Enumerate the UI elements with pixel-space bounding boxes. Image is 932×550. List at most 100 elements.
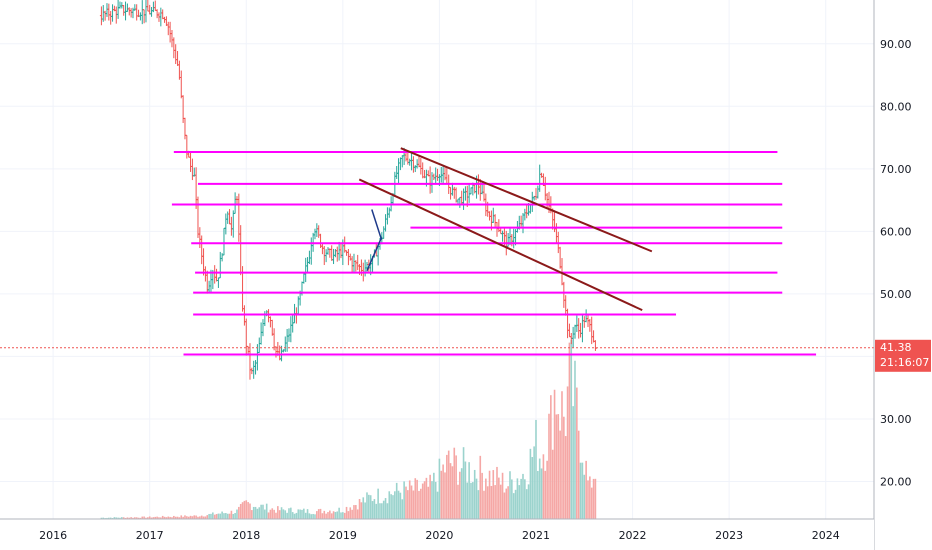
- volume-bar: [301, 509, 303, 519]
- y-tick-label: 70.00: [880, 163, 912, 176]
- volume-bar: [277, 506, 279, 519]
- volume-bar: [262, 504, 264, 519]
- volume-bar: [316, 511, 318, 519]
- volume-bar: [514, 489, 517, 519]
- volume-bar: [460, 468, 463, 519]
- volume-bar: [271, 508, 274, 519]
- volume-bar: [561, 391, 563, 519]
- volume-bar: [397, 490, 400, 519]
- volume-bar: [139, 517, 142, 519]
- volume-bar: [353, 505, 355, 519]
- x-tick-label: 2019: [329, 529, 357, 542]
- volume-bar: [405, 486, 407, 519]
- volume-bar: [334, 512, 337, 519]
- volume-bar: [581, 462, 584, 519]
- volume-bar: [265, 503, 268, 519]
- volume-bar: [193, 515, 196, 519]
- volume-bar: [143, 516, 145, 519]
- volume-bar: [295, 512, 298, 519]
- y-tick-label: 90.00: [880, 38, 912, 51]
- countdown-label: 21:16:07: [880, 356, 929, 369]
- x-tick-label: 2022: [619, 529, 647, 542]
- last-price-label: 41.38: [880, 341, 912, 354]
- volume-bar: [403, 481, 405, 519]
- x-tick-label: 2018: [232, 529, 260, 542]
- volume-bar: [364, 502, 366, 519]
- volume-bar: [100, 517, 103, 519]
- volume-bar: [329, 510, 331, 519]
- volume-bar: [499, 484, 502, 519]
- volume-bar: [416, 479, 418, 519]
- volume-bar: [332, 511, 335, 519]
- volume-bar: [414, 478, 417, 519]
- volume-bar: [564, 436, 567, 519]
- volume-bar: [303, 508, 305, 519]
- price-bars: [99, 0, 597, 380]
- volume-bar: [338, 507, 340, 519]
- volume-bar: [236, 509, 238, 519]
- volume-bar: [568, 342, 571, 519]
- check-mark-line[interactable]: [371, 209, 383, 240]
- volume-bar: [388, 491, 391, 519]
- volume-bar: [321, 513, 324, 519]
- volume-bar: [197, 516, 199, 519]
- volume-bar: [215, 514, 218, 519]
- volume-bar: [524, 479, 526, 519]
- volume-bar: [290, 507, 292, 519]
- drawn-levels[interactable]: [171, 147, 817, 356]
- volume-bar: [225, 513, 227, 519]
- volume-bar: [447, 450, 450, 519]
- volume-bar: [349, 507, 352, 519]
- volume-bar: [429, 474, 431, 519]
- volume-bar: [256, 508, 259, 519]
- x-tick-label: 2021: [522, 529, 550, 542]
- volume-bar: [122, 517, 125, 519]
- volume-bar: [297, 509, 300, 519]
- volume-bar: [481, 472, 483, 519]
- x-axis-ticks[interactable]: 2016 2017 2018 2019 2020 2021 2022 2023 2024: [39, 529, 840, 542]
- volume-bar: [141, 516, 144, 519]
- volume-bar: [395, 482, 398, 519]
- volume-bar: [167, 516, 170, 519]
- volume-bar: [308, 513, 311, 519]
- volume-bar: [449, 463, 452, 519]
- volume-bar: [462, 447, 465, 519]
- y-tick-label: 50.00: [880, 288, 912, 301]
- volume-bar: [384, 498, 387, 519]
- volume-bar: [180, 515, 183, 519]
- volume-bar: [574, 360, 576, 519]
- volume-bar: [557, 414, 560, 519]
- volume-bar: [464, 461, 467, 519]
- volume-bar: [191, 516, 194, 519]
- volume-bar: [258, 507, 261, 519]
- volume-bar: [312, 513, 314, 519]
- volume-bar: [468, 462, 470, 519]
- volume-bar: [446, 454, 448, 519]
- volume-bar: [299, 509, 301, 519]
- volume-bar: [407, 490, 409, 519]
- volume-bar: [356, 509, 359, 519]
- volume-bar: [529, 448, 532, 519]
- volume-bar: [444, 472, 446, 519]
- volume-bar: [392, 495, 394, 519]
- volume-bar: [566, 386, 569, 519]
- volume-bar: [249, 503, 251, 519]
- volume-bar: [505, 488, 508, 519]
- volume-bar: [368, 494, 370, 519]
- channel-trend-line[interactable]: [400, 147, 653, 253]
- volume-bar: [213, 514, 216, 519]
- volume-bar: [147, 517, 149, 519]
- volume-bar: [186, 516, 188, 519]
- volume-bar: [165, 517, 168, 519]
- volume-bar: [280, 507, 283, 519]
- channel-trend-line[interactable]: [358, 178, 643, 312]
- check-mark-line[interactable]: [366, 237, 383, 272]
- volume-bar: [583, 474, 586, 519]
- volume-bar: [286, 512, 288, 519]
- volume-bar: [401, 499, 404, 519]
- volume-bar: [200, 515, 203, 519]
- volume-bar: [390, 494, 392, 519]
- volume-bar: [124, 517, 127, 519]
